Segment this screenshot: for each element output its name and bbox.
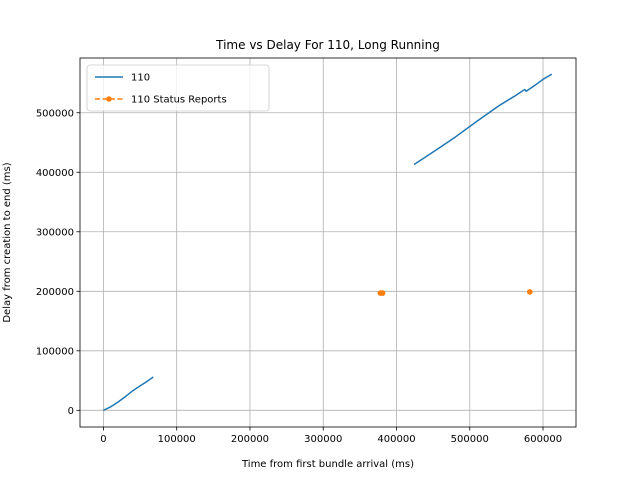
chart-title: Time vs Delay For 110, Long Running — [215, 38, 440, 52]
x-tick-label: 600000 — [524, 434, 562, 445]
y-tick-label: 400000 — [36, 168, 74, 179]
series-layer — [103, 73, 553, 411]
legend-marker-status-reports — [106, 96, 112, 102]
status-report-point — [379, 290, 386, 296]
legend-label: 110 Status Reports — [131, 95, 227, 106]
x-axis-label: Time from first bundle arrival (ms) — [241, 459, 414, 470]
status-report-point — [527, 289, 533, 295]
x-tick-label: 300000 — [304, 434, 342, 445]
x-tick-label: 400000 — [377, 434, 415, 445]
y-tick-label: 100000 — [36, 346, 74, 357]
legend-label: 110 — [131, 73, 150, 84]
plot-frame — [79, 57, 577, 428]
y-tick-label: 500000 — [36, 108, 74, 119]
legend: 110 110 Status Reports — [86, 64, 270, 112]
series-line-110 — [413, 73, 553, 166]
x-tick-label: 200000 — [231, 434, 269, 445]
series-line-110 — [103, 376, 154, 411]
x-tick-label: 100000 — [158, 434, 196, 445]
y-axis-ticks: 0 100000 200000 300000 400000 500000 — [36, 108, 80, 417]
x-tick-label: 0 — [100, 434, 106, 445]
x-tick-label: 500000 — [451, 434, 489, 445]
y-axis-label: Delay from creation to end (ms) — [2, 162, 13, 322]
x-axis-ticks: 0 100000 200000 300000 400000 500000 600000 — [100, 427, 562, 445]
y-tick-label: 300000 — [36, 227, 74, 238]
y-tick-label: 200000 — [36, 287, 74, 298]
y-tick-label: 0 — [68, 406, 74, 417]
grid-lines — [80, 58, 576, 427]
legend-box — [86, 64, 270, 112]
